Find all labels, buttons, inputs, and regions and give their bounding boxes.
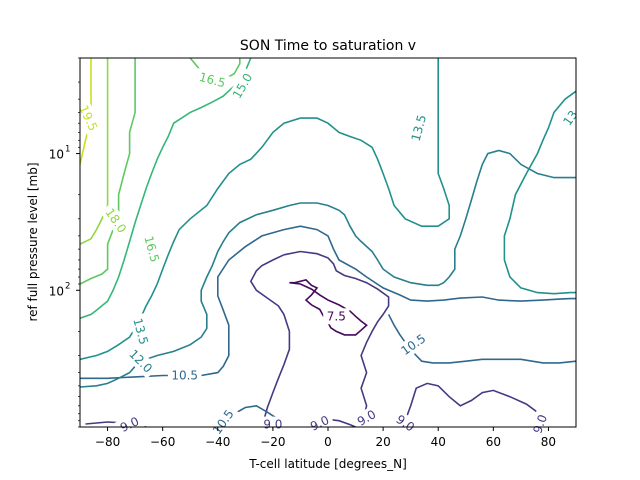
contour-label-bg [389,409,421,438]
x-tick-label: −80 [95,435,120,449]
contour-lines [80,58,576,427]
x-tick-label: −40 [205,435,230,449]
contour-label-bg [194,68,231,93]
x-tick-label: 80 [541,435,556,449]
contour-line-13.5-10 [80,58,451,361]
x-tick-label: −20 [260,435,285,449]
contour-label-bg [395,328,432,361]
contour-line-10.5-7 [387,314,576,364]
contour-line-9-4 [399,382,544,427]
x-tick-label: 20 [375,435,390,449]
contour-label-bg [406,109,431,147]
contour-line-9-2 [249,254,291,427]
y-tick-exponent: 2 [65,281,70,291]
contour-label-group-14: 16.5 [139,230,164,268]
contour-label-group-12: 13.5 [406,109,431,147]
chart-title: SON Time to saturation v [240,38,416,54]
contour-label: 7.5 [327,309,346,323]
contour-label: 16.5 [141,234,161,263]
contour-line-18-15 [80,58,109,245]
contour-label-group-15: 16.5 [194,68,231,93]
contour-label-group-8: 10.5 [395,328,432,361]
y-axis-label: ref full pressure level [mb] [26,162,40,321]
x-tick-label: 40 [431,435,446,449]
contour-label: 9.0 [530,413,550,436]
contour-label-bg [227,67,258,105]
contour-label-bg [528,408,553,440]
contour-label-bg [207,403,240,441]
contour-label-group-3: 9.0 [351,404,382,432]
contour-label-bg [259,416,286,433]
x-tick-label: 0 [324,435,332,449]
contour-label-bg [73,99,103,137]
contour-line-16.5-13 [80,58,136,285]
contour-line-12-9 [80,149,576,388]
contour-line-9-1 [283,250,390,427]
contour-line-19.5-16 [80,58,92,165]
contour-label-group-0: 7.5 [323,308,350,325]
x-tick-label: 60 [486,435,501,449]
contour-label: 13.5 [409,113,429,142]
contour-label-group-4: 9.0 [389,409,421,438]
y-tick-exponent: 1 [65,145,70,155]
contour-label-group-5: 9.0 [528,408,553,440]
contour-label-bg [99,202,132,240]
contour-label-bg [123,343,159,379]
contour-line-10.5-6 [80,225,576,380]
contour-label-bg [167,367,202,384]
contour-label-bg [128,313,153,350]
x-axis-ticks: −80 −60 −40 −20 0 20 40 60 80 [95,427,556,449]
contour-label-group-7: 10.5 [167,367,202,384]
contour-label-group-11: 13.5 [128,313,153,350]
contour-label-bg [139,230,164,268]
contour-label-group-1: 9.0 [259,416,286,433]
contour-label-group-6: 9.0 [114,411,145,438]
contour-label-group-2: 9.0 [304,410,335,437]
contour-label-bg [114,411,145,438]
contour-label-bg [304,410,335,437]
contour-line-7.5-0 [289,279,368,336]
contour-label: 13.5 [130,317,150,346]
x-tick-label: −60 [150,435,175,449]
contour-label-bg [323,308,350,325]
contour-label-bg [351,404,382,432]
contour-label: 10.5 [171,369,198,383]
y-tick-label: 10 [49,284,64,298]
x-axis-label: T-cell latitude [degrees_N] [248,457,407,471]
contour-line-15-12 [80,58,252,319]
y-tick-label: 10 [49,148,64,162]
contour-label: 16.5 [198,70,227,90]
contour-label: 9.0 [263,418,282,432]
contour-line-13.5-11 [503,90,576,295]
